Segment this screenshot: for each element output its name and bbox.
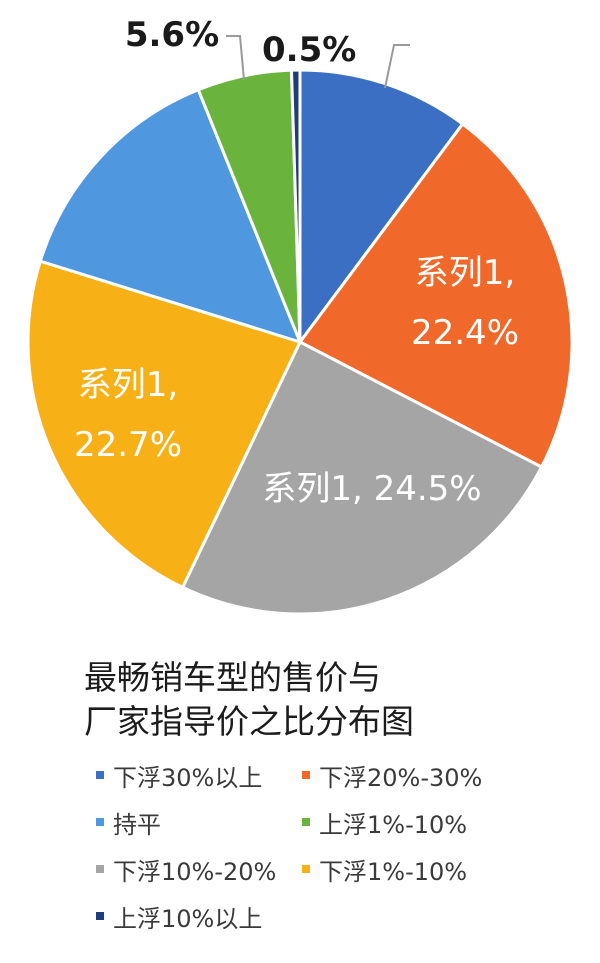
chart-title-line-1: 最畅销车型的售价与 bbox=[84, 658, 381, 697]
legend-swatch bbox=[96, 865, 104, 873]
legend-label: 下浮30%以上 bbox=[113, 763, 263, 792]
legend-item: 下浮30%以上 bbox=[96, 760, 302, 792]
leader-line-2 bbox=[226, 35, 245, 81]
slice-data-label-2: 系列1, 22.4% bbox=[411, 253, 519, 353]
legend-label: 下浮10%-20% bbox=[113, 857, 277, 886]
legend-swatch bbox=[96, 771, 104, 779]
legend-swatch bbox=[96, 912, 104, 920]
pie-slice-5 bbox=[38, 87, 303, 345]
leader-line-1 bbox=[384, 44, 410, 89]
slice-data-label-7: 0.5% bbox=[262, 30, 356, 70]
legend-label: 持平 bbox=[113, 810, 161, 839]
pie-slice-4 bbox=[26, 259, 303, 590]
legend-swatch bbox=[302, 865, 310, 873]
chart-legend: 下浮30%以上 下浮20%-30% 持平 上浮1%-10% 下浮10%-20% 下浮1%-… bbox=[96, 760, 536, 933]
legend-item: 下浮1%-10% bbox=[302, 854, 532, 886]
pie-slice-3 bbox=[180, 339, 544, 616]
legend-item: 下浮10%-20% bbox=[96, 854, 302, 886]
legend-label: 下浮20%-30% bbox=[319, 763, 483, 792]
legend-swatch bbox=[96, 818, 104, 826]
legend-item: 上浮1%-10% bbox=[302, 807, 532, 839]
legend-label: 上浮1%-10% bbox=[319, 810, 468, 839]
legend-item: 下浮20%-30% bbox=[302, 760, 532, 792]
slice-data-label-4: 系列1, 22.7% bbox=[74, 365, 182, 465]
chart-title: 最畅销车型的售价与 厂家指导价之比分布图 bbox=[84, 656, 414, 744]
slice-data-label-3: 系列1, 24.5% bbox=[262, 469, 481, 509]
pie-slice-2 bbox=[297, 121, 574, 470]
legend-label: 下浮1%-10% bbox=[319, 857, 468, 886]
pie-slice-7 bbox=[289, 68, 302, 343]
legend-item: 上浮10%以上 bbox=[96, 901, 302, 933]
slice-data-label-6: 5.6% bbox=[125, 15, 219, 55]
legend-item: 持平 bbox=[96, 807, 302, 839]
legend-swatch bbox=[302, 771, 310, 779]
pie-chart: 系列1, 22.4% 系列1, 24.5% 系列1, 22.7% 5.6% 0.5% bbox=[26, 15, 574, 616]
legend-label: 上浮10%以上 bbox=[113, 904, 263, 933]
legend-swatch bbox=[302, 818, 310, 826]
chart-title-line-2: 厂家指导价之比分布图 bbox=[84, 702, 414, 741]
